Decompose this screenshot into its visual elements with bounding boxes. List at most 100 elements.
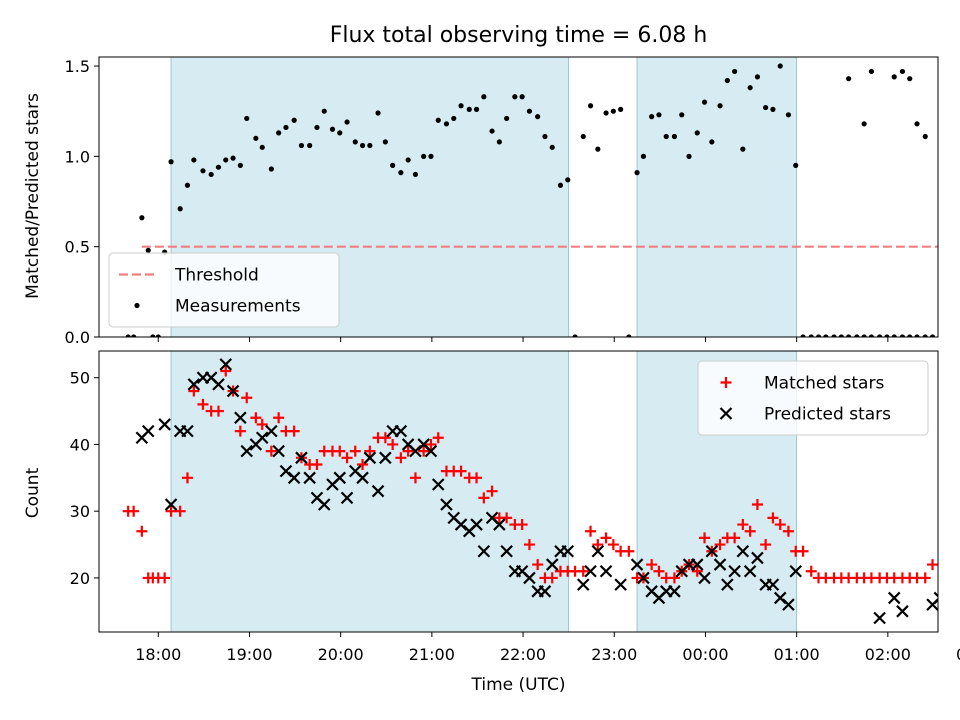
y-tick-label: 1.0 [65,147,90,166]
predicted-stars-marker [226,384,240,398]
predicted-stars-marker [690,558,704,571]
matched-stars-marker [546,572,558,584]
measurements-marker [398,170,404,176]
predicted-stars-marker [698,571,711,585]
measurements-marker [891,74,897,80]
matched-stars-marker [425,438,437,450]
measurements-marker [268,166,274,172]
predicted-stars-marker [141,424,155,438]
legend-box [108,252,340,328]
legend-box [697,360,929,436]
measurements-marker [496,139,502,145]
measurements-marker [307,142,313,149]
matched-stars-marker [919,572,931,584]
matched-stars-marker [486,485,498,497]
measurements-marker [846,334,852,337]
bottom-panel: 20 30 40 50 18:00 19:00 20:00 21:00 22:00 23:00 00… [23,350,960,695]
matched-stars-marker [577,565,589,577]
measurements-marker [861,334,867,337]
predicted-stars-marker [943,612,954,623]
top-data-points [125,63,938,337]
measurements-marker [145,247,151,253]
legend-label: Measurements [175,297,301,317]
measurements-marker [694,130,700,136]
predicted-stars-marker [599,564,613,578]
measurements-marker [724,77,730,84]
measurements-marker [640,153,647,159]
matched-stars-marker [234,425,246,437]
matched-stars-marker [432,432,444,444]
matched-stars-marker [128,505,140,517]
measurements-marker [519,94,525,100]
measurements-marker [854,334,860,337]
matched-stars-marker [197,398,209,410]
measurements-marker [626,334,632,337]
matched-stars-marker [737,519,749,531]
matched-stars-marker [379,432,391,444]
measurements-marker [740,146,746,152]
predicted-stars-marker [561,544,575,558]
predicted-stars-marker [470,518,483,531]
predicted-stars-marker [219,358,233,371]
top-axis-ticks: 0.0 0.5 1.0 1.5 [65,57,889,347]
predicted-stars-marker [212,378,225,391]
top-y-axis-label: Matched/Predicted stars [23,93,43,299]
measurements-marker [344,119,350,125]
matched-stars-marker [668,572,680,584]
predicted-stars-marker [295,451,308,465]
measurements-marker [899,68,906,75]
measurements-marker [549,144,555,150]
predicted-stars-marker [158,418,171,431]
matched-stars-marker [341,452,353,464]
measurements-marker [580,133,586,140]
measurements-marker [542,133,548,140]
predicted-stars-marker [630,558,644,571]
measurements-marker [215,164,222,170]
matched-stars-marker [760,539,772,551]
x-tick-label: 20:00 [318,645,364,664]
predicted-stars-marker [265,424,278,438]
measurements-marker [367,142,373,149]
measurements-marker [777,63,783,69]
measurements-marker [375,110,381,116]
predicted-stars-marker [500,544,513,558]
matched-stars-marker [349,445,361,457]
matched-stars-marker [455,465,467,477]
predicted-stars-marker [440,498,453,511]
measurements-marker [929,334,936,337]
measurements-marker [184,182,191,188]
predicted-stars-marker [493,518,506,531]
measurements-marker [914,121,920,127]
matched-stars-marker [592,539,604,551]
measurements-marker [451,115,457,122]
measurements-marker [458,103,464,109]
measurements-marker [747,85,753,91]
matched-stars-marker [181,472,193,484]
predicted-stars-marker [743,564,757,578]
measurements-marker [230,155,236,161]
matched-stars-marker [136,525,148,537]
predicted-stars-marker [705,544,719,558]
x-tick-label: 03:00 [956,645,960,664]
measurements-marker [884,334,890,337]
predicted-stars-marker [234,411,247,425]
predicted-stars-marker [584,564,597,578]
matched-stars-marker [418,445,430,457]
predicted-stars-marker [363,451,377,465]
x-tick-label: 19:00 [226,645,272,664]
measurements-marker [473,106,480,112]
matched-stars-marker [288,425,300,437]
observing-window-shade [170,350,570,633]
matched-stars-marker [241,392,253,404]
measurements-marker [686,153,692,159]
bottom-legend: Matched stars Predicted stars [697,360,929,436]
observing-window-shade [636,56,798,338]
measurements-marker [907,76,913,82]
matched-stars-marker [334,445,346,457]
measurements-marker [352,139,358,145]
measurements-marker [298,142,305,149]
predicted-stars-marker [576,578,590,591]
measurements-marker [139,215,145,221]
measurements-marker [618,106,624,112]
